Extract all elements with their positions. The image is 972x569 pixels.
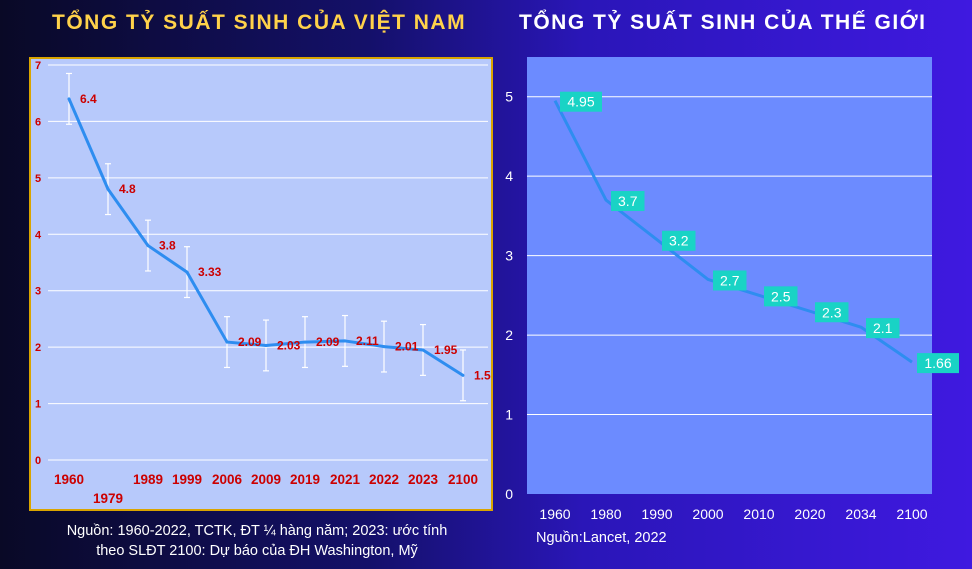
vietnam-y-tick-label: 5: [35, 173, 41, 185]
world-data-label-box: [866, 318, 900, 339]
vietnam-x-tick-label: 1989: [133, 472, 163, 487]
world-x-tick-label: 2020: [794, 506, 825, 522]
world-data-label-box: [917, 353, 959, 374]
vietnam-data-label: 2.09: [238, 335, 262, 349]
vietnam-data-label: 3.33: [198, 265, 222, 279]
world-data-label: 2.5: [771, 288, 791, 304]
world-x-tick-label: 1980: [590, 506, 621, 522]
vietnam-source-line-2: theo SLĐT 2100: Dự báo của ĐH Washington…: [96, 543, 418, 559]
vietnam-x-tick-label: 1960: [54, 472, 84, 487]
world-y-tick-label: 2: [505, 327, 513, 343]
world-data-label-box: [713, 270, 747, 291]
world-y-tick-label: 1: [505, 407, 513, 423]
world-x-tick-label: 1990: [641, 506, 672, 522]
vietnam-data-point: [185, 270, 189, 274]
world-data-label: 2.7: [720, 272, 740, 288]
vietnam-source-line-1: Nguồn: 1960-2022, TCTK, ĐT ¼ hàng năm; 2…: [66, 523, 448, 539]
world-data-label-box: [764, 286, 798, 307]
world-y-tick-label: 0: [505, 486, 513, 502]
vietnam-data-label: 2.03: [277, 338, 301, 352]
vietnam-x-tick-label: 2019: [290, 472, 320, 487]
world-x-tick-label: 2000: [692, 506, 723, 522]
vietnam-data-label: 3.8: [159, 239, 176, 253]
vietnam-data-point: [421, 348, 425, 352]
world-data-label-box: [815, 302, 849, 323]
vietnam-y-tick-label: 2: [35, 342, 41, 354]
vietnam-data-point: [303, 340, 307, 344]
vietnam-data-point: [461, 373, 465, 377]
vietnam-data-label: 1.5: [474, 368, 491, 382]
vietnam-x-tick-label: 2100: [448, 472, 478, 487]
vietnam-data-point: [382, 345, 386, 349]
vietnam-x-tick-label: 2022: [369, 472, 399, 487]
vietnam-data-point: [264, 343, 268, 347]
world-y-tick-label: 3: [505, 248, 513, 264]
vietnam-x-tick-label: 1999: [172, 472, 202, 487]
vietnam-y-tick-label: 4: [35, 229, 42, 241]
world-data-label-box: [662, 230, 696, 251]
vietnam-source-note: Nguồn: 1960-2022, TCTK, ĐT ¼ hàng năm; 2…: [22, 521, 492, 561]
world-data-label-box: [560, 91, 602, 112]
vietnam-data-point: [343, 339, 347, 343]
vietnam-data-label: 2.11: [356, 334, 379, 348]
vietnam-data-label: 2.09: [316, 335, 340, 349]
vietnam-plot-area: [29, 57, 493, 511]
vietnam-y-tick-label: 0: [35, 455, 41, 467]
vietnam-data-point: [67, 97, 71, 101]
vietnam-data-label: 1.95: [434, 343, 458, 357]
world-fertility-chart: 0 1 2 3 4 5 4.95 3.7 3.2 2.7 2.5 2.3 2.1 1.66 1960 1980…: [505, 57, 959, 522]
world-data-label: 1.66: [924, 355, 951, 371]
vietnam-y-tick-label: 6: [35, 116, 41, 128]
world-chart-title: TỔNG TỶ SUẤT SINH CỦA THẾ GIỚI: [519, 11, 927, 34]
world-data-label: 2.1: [873, 320, 893, 336]
vietnam-x-tick-label: 2006: [212, 472, 243, 487]
vietnam-data-label: 6.4: [80, 92, 97, 106]
world-x-tick-label: 2010: [743, 506, 774, 522]
vietnam-x-tick-label: 2021: [330, 472, 361, 487]
vietnam-data-point: [225, 340, 229, 344]
vietnam-y-tick-label: 1: [35, 399, 41, 411]
world-x-tick-label: 2100: [896, 506, 927, 522]
vietnam-fertility-chart: 0 1 2 3 4 5 6 7 6.4 4.8 3.8 3.33 2.09 2.03 2.09 2.11 2.0…: [29, 57, 493, 511]
world-x-tick-label: 2034: [845, 506, 876, 522]
world-y-tick-label: 4: [505, 168, 513, 184]
world-x-tick-label: 1960: [539, 506, 570, 522]
vietnam-data-label: 2.01: [395, 340, 419, 354]
vietnam-data-label: 4.8: [119, 182, 136, 196]
vietnam-data-point: [106, 187, 110, 191]
world-data-label: 4.95: [567, 94, 594, 110]
vietnam-x-tick-label: 1979: [93, 491, 123, 506]
world-source-note: Nguồn:Lancet, 2022: [536, 530, 667, 546]
world-data-label-box: [611, 191, 645, 212]
vietnam-x-tick-label: 2009: [251, 472, 281, 487]
vietnam-y-tick-label: 7: [35, 60, 41, 72]
world-y-tick-label: 5: [505, 89, 513, 105]
vietnam-y-tick-label: 3: [35, 286, 41, 298]
vietnam-data-point: [146, 244, 150, 248]
world-data-label: 3.7: [618, 193, 638, 209]
vietnam-x-tick-label: 2023: [408, 472, 439, 487]
world-data-label: 2.3: [822, 304, 842, 320]
world-data-label: 3.2: [669, 233, 689, 249]
vietnam-chart-title: TỔNG TỶ SUẤT SINH CỦA VIỆT NAM: [52, 11, 467, 34]
